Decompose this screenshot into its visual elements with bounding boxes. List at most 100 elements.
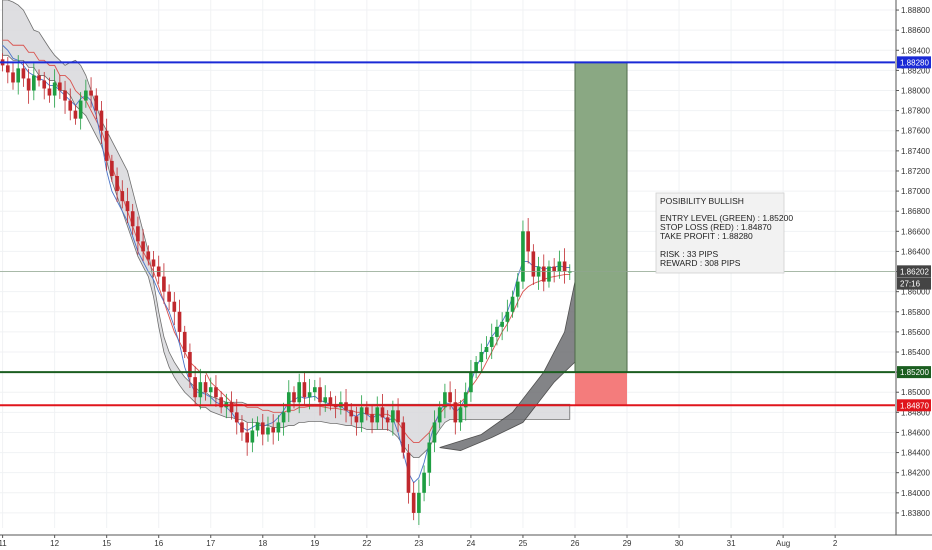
candle-body [151,259,156,267]
x-tick-label: 2 [833,539,838,548]
x-tick-label: 29 [623,539,632,548]
candle-body [297,382,302,403]
note-line: TAKE PROFIT : 1.88280 [660,231,753,241]
candle-body [417,492,421,513]
candle-body [16,68,21,83]
y-tick-label: 1.88800 [901,6,930,15]
candle-body [276,422,281,433]
candle-body [68,100,73,111]
candle-body [302,382,307,398]
candle-body [562,261,567,272]
candle-body [11,72,15,83]
candle-body [47,88,52,96]
y-tick-label: 1.88600 [901,26,930,35]
time-axis[interactable]: 11 12 15 16 17 18 19 22 23 24 25 26 29 30 31 Aug 2 [0,534,932,548]
y-tick-label: 1.85600 [901,328,930,337]
candle-body [177,311,182,332]
candle-body [484,346,489,352]
candle-body [229,402,234,413]
note-line: RISK : 33 PIPS [660,249,718,259]
note-box[interactable] [655,192,785,274]
candle-body [458,407,463,423]
candle-body [495,326,499,337]
trade-note[interactable]: POSIBILITY BULLISH ENTRY LEVEL (GREEN) : … [655,192,793,274]
candle-body [344,402,348,411]
candle-body [469,372,473,393]
candle-body [110,160,114,176]
candle-body [162,276,166,292]
candle-body [271,427,276,433]
candle-body [411,492,416,513]
candle-body [448,392,452,403]
candle-body [479,352,484,363]
x-tick-label: 23 [414,539,423,548]
candle-body [63,90,67,101]
candle-body [214,387,218,398]
candle-body [281,412,286,423]
position-box[interactable] [574,61,628,406]
x-tick-label: 22 [362,539,371,548]
candle-body [557,261,562,272]
candle-body [260,422,265,435]
x-tick-label: 12 [50,539,59,548]
candle-body [167,291,171,302]
loss-zone[interactable] [574,372,628,406]
candle-body [37,75,41,81]
candle-body [396,410,400,423]
candle-body [255,422,260,431]
candle-body [115,176,119,192]
candle-body [354,416,359,423]
candle-body [401,422,406,453]
candle-body [375,407,380,423]
y-tick-label: 1.85000 [901,388,930,397]
candle-body [58,82,62,91]
y-tick-label: 1.83800 [901,509,930,518]
candle-body [99,110,104,131]
candle-body [365,407,369,415]
level-lines [0,61,895,407]
note-line: STOP LOSS (RED) : 1.84870 [660,222,772,232]
candle-body [73,110,78,119]
candle-body [463,392,468,408]
candle-body [198,382,203,398]
candle-body [240,422,244,433]
price-tag-label: 1.86202 [900,267,929,276]
y-tick-label: 1.87600 [901,127,930,136]
candle-body [515,281,520,297]
note-line: ENTRY LEVEL (GREEN) : 1.85200 [660,213,793,223]
candle-body [510,296,515,312]
y-tick-label: 1.84000 [901,489,930,498]
profit-zone[interactable] [574,61,628,373]
candles [0,53,572,525]
candle-body [437,407,442,423]
candle-body [453,402,458,423]
candle-body [94,95,99,111]
candle-body [443,392,447,408]
candle-body [526,231,530,252]
candle-body [89,90,93,96]
candle-body [141,241,145,252]
price-tag-label: 1.88280 [900,58,929,67]
candle-body [250,430,255,443]
price-tag-label: 1.85200 [900,368,929,377]
candle-body [78,100,83,119]
candle-body [219,397,223,408]
candle-body [531,251,536,277]
candle-body [130,211,135,227]
candle-body [489,336,494,347]
candle-body [104,130,109,161]
x-tick-label: 11 [0,539,7,548]
candle-body [432,422,437,443]
candle-body [32,75,36,91]
candle-body [188,352,192,378]
candle-body [427,442,432,473]
candle-body [136,226,140,242]
x-tick-label: 25 [518,539,527,548]
candle-body [380,407,385,418]
x-tick-label: 30 [675,539,684,548]
candle-body [172,301,177,312]
x-tick-label: 15 [102,539,111,548]
